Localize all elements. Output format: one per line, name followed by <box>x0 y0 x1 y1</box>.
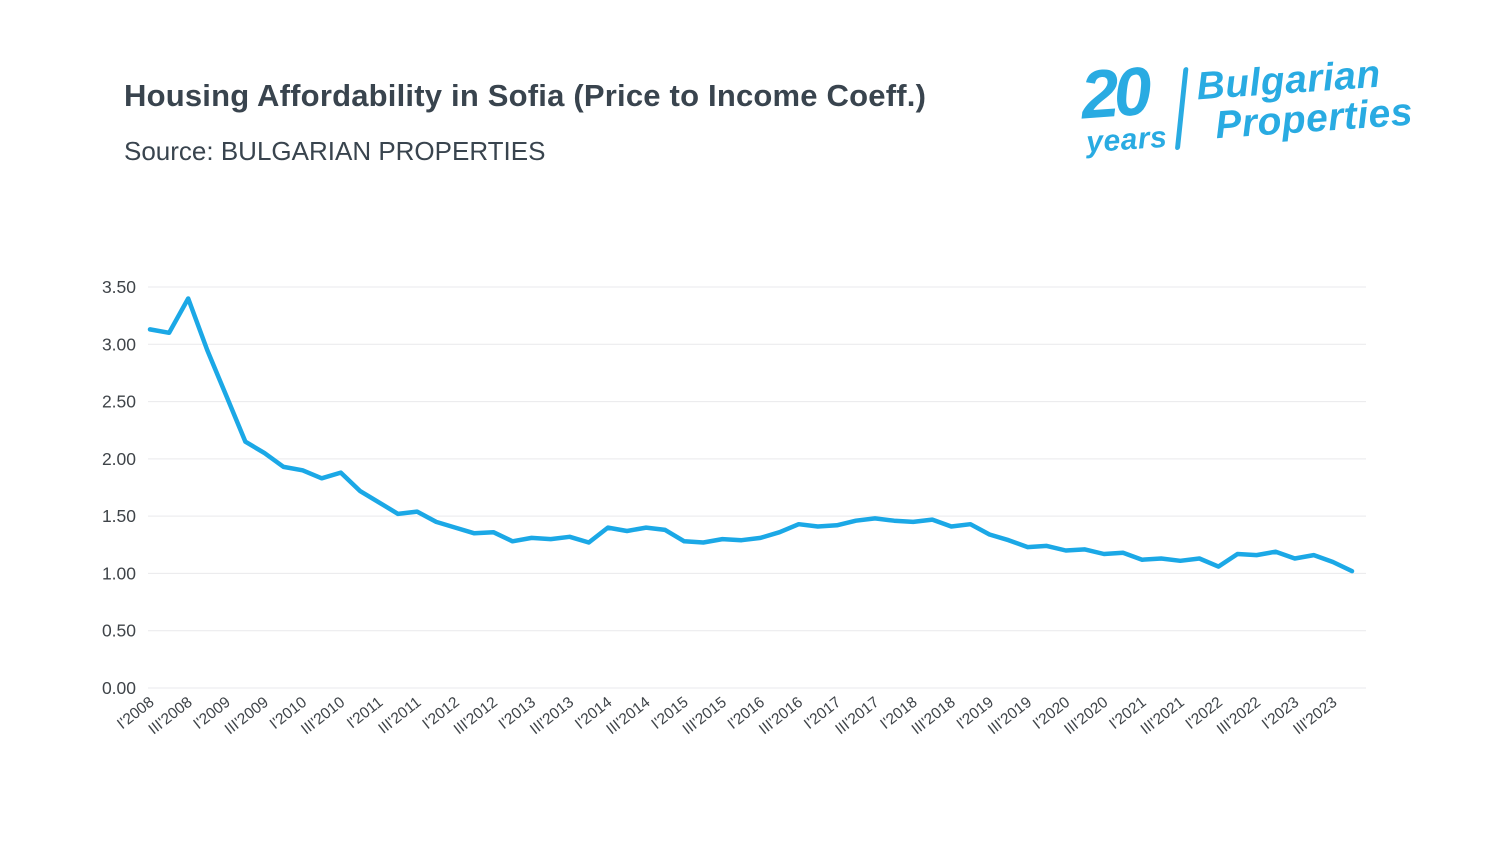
x-tick-label: III'2022 <box>1214 694 1264 738</box>
y-tick-label: 1.00 <box>102 563 136 583</box>
x-tick-label: III'2009 <box>222 694 272 738</box>
y-tick-label: 1.50 <box>102 506 136 526</box>
logo-20-block: 20 years <box>1078 53 1169 161</box>
x-tick-label: III'2017 <box>832 694 882 738</box>
header: Housing Affordability in Sofia (Price to… <box>124 78 926 167</box>
y-tick-label: 2.00 <box>102 449 136 469</box>
x-tick-label: III'2014 <box>603 694 653 739</box>
x-tick-label: III'2010 <box>298 694 348 739</box>
x-tick-label: III'2020 <box>1061 694 1111 739</box>
chart-title: Housing Affordability in Sofia (Price to… <box>124 78 927 113</box>
y-tick-label: 0.50 <box>102 621 136 641</box>
x-tick-label: III'2019 <box>985 694 1035 738</box>
series-line <box>147 296 1355 574</box>
x-tick-label: III'2016 <box>756 694 806 738</box>
y-tick-label: 3.50 <box>102 277 136 297</box>
x-tick-label: III'2011 <box>375 694 424 738</box>
logo-divider <box>1174 66 1189 150</box>
bulgarian-properties-logo: 20 years Bulgarian Properties <box>1078 47 1415 161</box>
y-tick-label: 2.50 <box>102 392 136 412</box>
x-tick-label: III'2018 <box>909 694 959 738</box>
logo-brand: Bulgarian Properties <box>1195 53 1414 148</box>
x-tick-label: III'2021 <box>1138 694 1188 738</box>
x-tick-label: III'2013 <box>527 694 577 738</box>
y-tick-label: 0.00 <box>102 678 136 698</box>
chart-source: Source: BULGARIAN PROPERTIES <box>124 136 546 166</box>
logo-years-label: years <box>1085 120 1169 160</box>
y-tick-label: 3.00 <box>102 334 136 354</box>
logo-20-years-number: 20 <box>1078 53 1150 134</box>
x-tick-label: III'2012 <box>451 694 501 738</box>
x-tick-label: III'2008 <box>145 694 195 738</box>
line-chart: 0.00 0.50 1.00 1.50 2.00 2.50 3.00 3.50 I'2008 II… <box>35 255 1395 800</box>
x-tick-label: III'2015 <box>680 694 730 738</box>
x-tick-label: III'2023 <box>1290 694 1340 738</box>
